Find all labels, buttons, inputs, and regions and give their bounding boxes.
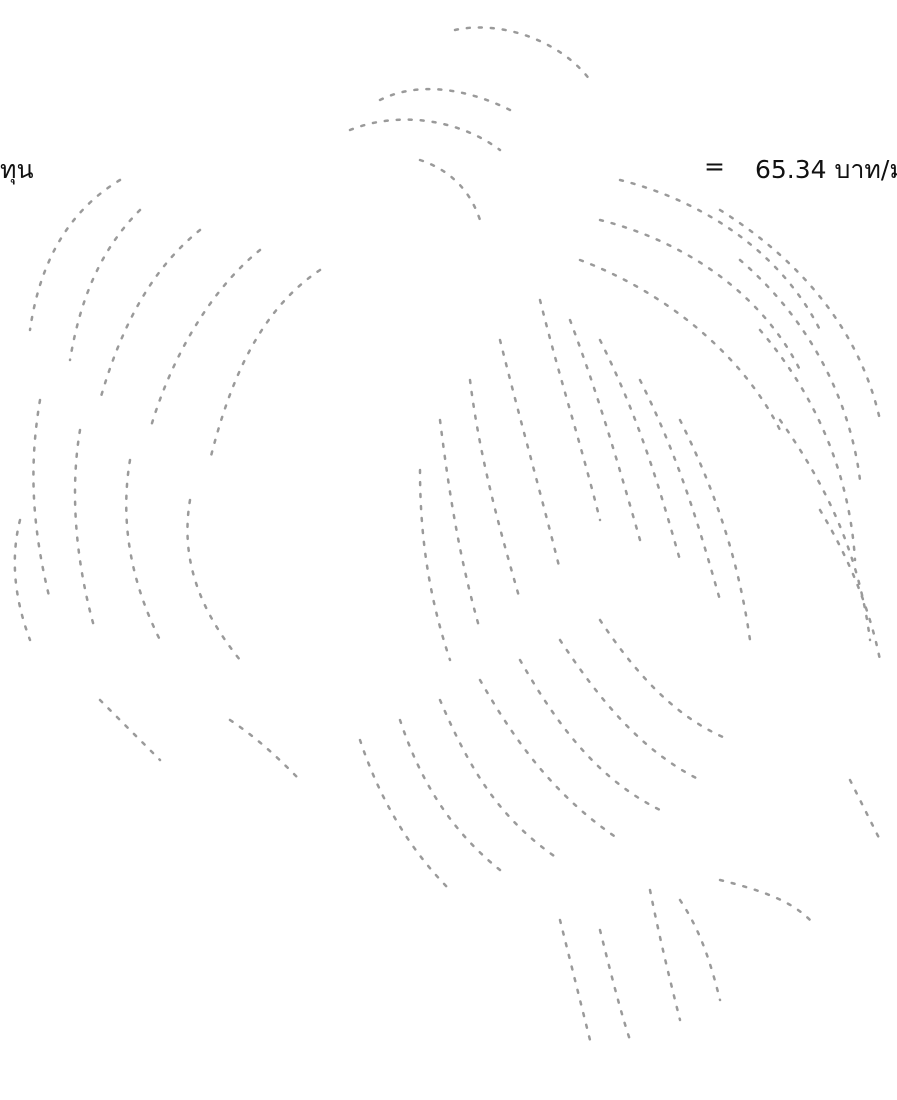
cost-label: ทุน — [0, 155, 34, 184]
cost-line: ทุน = 65.34 บาท/ม. — [0, 150, 897, 190]
cost-value: 65.34 บาท/ม. — [755, 155, 897, 184]
equals-sign: = — [704, 152, 725, 181]
